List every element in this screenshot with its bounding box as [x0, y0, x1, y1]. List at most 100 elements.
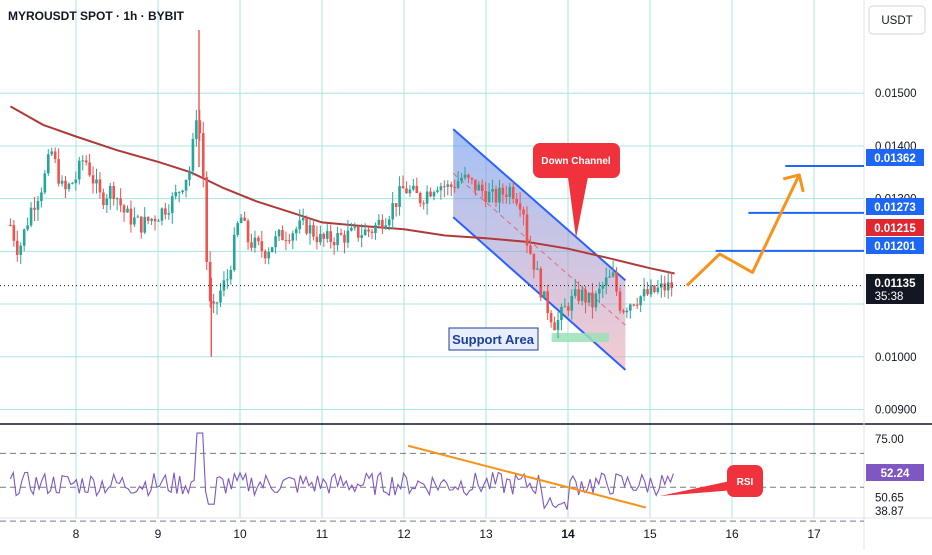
candle-body	[157, 220, 160, 222]
candle-body	[367, 229, 370, 232]
candle-body	[263, 251, 267, 259]
candle-body	[50, 151, 54, 155]
candle-body	[432, 192, 436, 197]
price-tag-target-1[interactable]: 0.01201	[866, 237, 924, 254]
rsi-value-tag[interactable]: 52.24	[866, 464, 924, 481]
candle-body	[405, 188, 408, 194]
support-area-callout[interactable]: Support Area	[448, 327, 539, 351]
candle-body	[453, 186, 456, 188]
candle-body	[81, 160, 85, 162]
candle-body	[511, 186, 515, 200]
candle-body	[298, 220, 301, 230]
candle-body	[177, 192, 181, 194]
candle-body	[408, 189, 412, 194]
candle-body	[649, 285, 653, 295]
candle-body	[146, 216, 150, 221]
rsi-tag-text: 52.24	[881, 468, 910, 480]
candle-body	[150, 218, 153, 221]
candle-body	[267, 251, 270, 259]
candle-body	[95, 179, 98, 184]
candle-body	[208, 261, 212, 302]
support-area-label: Support Area	[452, 332, 535, 347]
price-tag-text: 0.01201	[874, 241, 916, 253]
candle-body	[425, 191, 429, 204]
candle-body	[112, 185, 116, 199]
candle-body	[494, 188, 498, 203]
candle-body	[536, 268, 539, 270]
channel-lower-line	[452, 216, 627, 371]
down-channel-callout[interactable]: Down Channel	[533, 143, 620, 238]
candle-body	[122, 205, 126, 213]
currency-badge[interactable]: USDT	[868, 5, 926, 35]
candle-body	[115, 198, 119, 200]
candle-body	[522, 209, 525, 215]
candle-body	[594, 293, 598, 308]
price-tag-text: 0.01362	[874, 153, 916, 165]
down-channel-label: Down Channel	[541, 156, 611, 167]
candle-body	[15, 240, 19, 255]
candle-body	[322, 233, 326, 239]
candle-body	[422, 203, 425, 205]
candle-body	[40, 192, 43, 202]
candle-body	[539, 268, 543, 298]
price-tag-target-2[interactable]: 0.01273	[866, 198, 924, 215]
candle-body	[29, 207, 33, 226]
rsi-tag-box	[866, 464, 924, 481]
candle-body	[477, 184, 481, 191]
candle-body	[622, 310, 625, 313]
rsi-trendline[interactable]	[407, 444, 647, 509]
price-tag-text: 0.01273	[874, 202, 916, 214]
rsi-callout[interactable]: RSI	[660, 465, 763, 497]
candle-body	[508, 186, 512, 197]
candle-body	[126, 208, 129, 213]
projection-arrowhead	[782, 173, 805, 193]
candle-body	[443, 186, 446, 188]
candle-body	[387, 219, 391, 226]
target-levels[interactable]	[715, 164, 864, 252]
time-tick-label: 8	[73, 527, 80, 541]
price-tag-target-3[interactable]: 0.01362	[866, 149, 924, 166]
candle-body	[22, 229, 26, 246]
rsi-tick-label: 50.65	[875, 492, 904, 504]
candle-body	[170, 196, 174, 214]
candle-body	[467, 174, 470, 178]
candle-body	[174, 192, 178, 197]
candle-body	[219, 290, 222, 303]
candle-body	[542, 291, 546, 298]
time-tick-label: 11	[316, 527, 329, 541]
candle-body	[315, 236, 319, 243]
candle-body	[601, 285, 605, 289]
candle-body	[229, 269, 233, 280]
candle-body	[243, 217, 246, 221]
time-axis[interactable]: 8 9 10 11 12 13 14 15 16 17	[73, 527, 821, 541]
time-tick-label: 12	[397, 527, 411, 541]
candle-body	[9, 225, 12, 226]
candle-body	[329, 231, 332, 242]
chart-grid	[0, 0, 864, 518]
support-area[interactable]	[551, 333, 609, 342]
candle-body	[484, 191, 487, 203]
price-tag-box	[866, 198, 924, 215]
candle-body	[570, 296, 574, 311]
price-tag-ma[interactable]: 0.01215	[866, 219, 924, 236]
candle-body	[305, 217, 308, 234]
rsi-axis[interactable]: 75.00 50.65 38.87	[875, 434, 904, 518]
current-price-text: 0.01135	[875, 278, 917, 290]
time-tick-label: 9	[155, 527, 162, 541]
candle-body	[19, 245, 23, 255]
candle-body	[381, 219, 384, 229]
candle-body	[549, 312, 553, 323]
candle-body	[584, 289, 587, 303]
candle-body	[281, 230, 284, 241]
price-tag-current[interactable]: 0.01135 35:38	[866, 274, 924, 304]
projection-path[interactable]	[685, 174, 801, 287]
candle-body	[529, 245, 532, 254]
candle-body	[136, 216, 140, 218]
candle-body	[98, 179, 102, 193]
candle-body	[418, 192, 422, 204]
candle-body	[201, 133, 205, 178]
candle-body	[339, 232, 343, 235]
candle-body	[102, 192, 105, 206]
candle-body	[301, 217, 305, 221]
candle-body	[312, 225, 315, 237]
